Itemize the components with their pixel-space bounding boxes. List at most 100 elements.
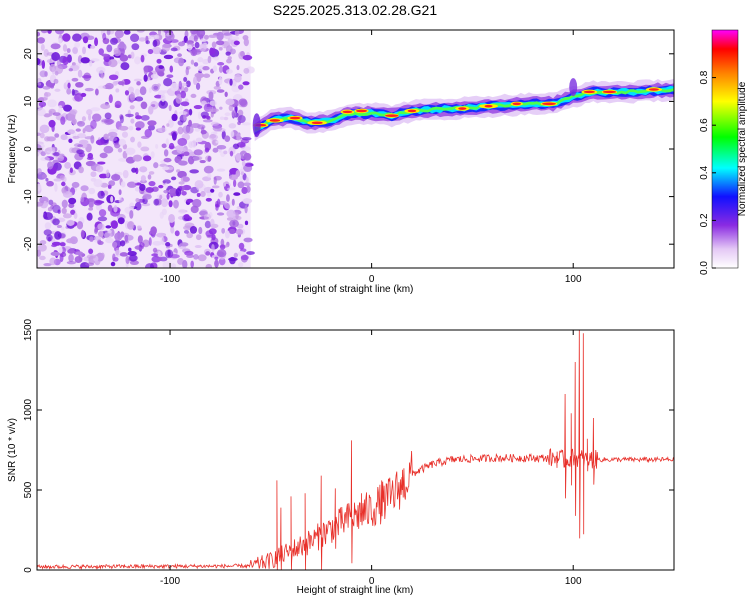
noise-blob	[69, 167, 73, 174]
noise-blob	[190, 59, 195, 65]
ridge-peak	[407, 109, 417, 113]
noise-blob	[75, 128, 81, 132]
noise-blob	[153, 198, 160, 206]
y-tick-label: -20	[23, 237, 34, 252]
ridge-onset	[252, 113, 261, 138]
noise-blob	[203, 213, 211, 221]
noise-blob	[192, 198, 202, 208]
noise-blob	[48, 110, 53, 117]
noise-blob	[135, 198, 140, 203]
noise-blob	[218, 65, 224, 73]
noise-blob	[74, 42, 81, 48]
noise-blob	[37, 243, 47, 252]
noise-blob	[52, 112, 61, 116]
noise-blob	[78, 166, 84, 174]
noise-blob	[202, 58, 210, 65]
noise-blob	[63, 104, 72, 112]
noise-blob	[245, 176, 249, 184]
noise-blob	[238, 262, 244, 268]
noise-blob	[86, 109, 93, 116]
noise-blob	[140, 135, 150, 139]
noise-blob	[223, 116, 229, 121]
noise-blob	[196, 192, 201, 198]
noise-blob	[119, 252, 129, 257]
noise-blob	[218, 76, 223, 86]
noise-blob	[161, 43, 171, 52]
noise-blob	[110, 220, 118, 229]
noise-blob	[130, 51, 135, 59]
noise-blob	[163, 78, 173, 87]
noise-blob	[37, 168, 42, 175]
noise-blob	[66, 88, 72, 95]
noise-blob	[235, 228, 244, 235]
noise-blob	[40, 151, 46, 157]
noise-blob	[240, 171, 245, 176]
y-tick-label: -10	[23, 189, 34, 204]
noise-blob	[216, 168, 226, 172]
noise-blob	[54, 65, 64, 75]
noise-blob	[216, 198, 221, 208]
noise-blob	[40, 43, 45, 51]
noise-blob	[93, 179, 103, 188]
noise-blob	[127, 251, 137, 257]
noise-blob	[108, 94, 113, 104]
noise-blob	[43, 229, 52, 236]
noise-blob	[102, 32, 107, 41]
noise-blob	[169, 187, 178, 197]
snr-ylabel: SNR (10 * v/v)	[7, 418, 18, 482]
noise-blob	[183, 77, 188, 82]
noise-blob	[169, 65, 174, 73]
noise-blob	[63, 189, 67, 193]
noise-blob	[162, 166, 170, 171]
noise-blob	[203, 165, 214, 174]
noise-blob	[73, 212, 78, 219]
noise-blob	[139, 86, 147, 96]
noise-blob	[171, 113, 178, 122]
y-tick-label: 0	[23, 567, 34, 573]
noise-blob	[97, 190, 105, 199]
noise-blob	[191, 139, 197, 148]
noise-blob	[75, 251, 84, 256]
noise-blob	[176, 147, 187, 154]
noise-blob	[159, 163, 167, 168]
noise-blob	[186, 198, 194, 203]
noise-blob	[197, 57, 204, 63]
ridge-peak	[602, 90, 617, 94]
noise-blob	[119, 54, 129, 62]
colorbar-tick-label: 0.0	[699, 261, 710, 275]
noise-blob	[195, 137, 203, 143]
noise-blob	[189, 225, 198, 234]
noise-blob	[110, 261, 116, 267]
noise-blob	[95, 139, 105, 146]
noise-blob	[234, 73, 242, 83]
noise-blob	[85, 262, 95, 267]
noise-blob	[212, 147, 219, 153]
noise-blob	[66, 260, 77, 265]
noise-blob	[188, 108, 193, 116]
noise-blob	[182, 125, 191, 134]
noise-blob	[93, 199, 103, 206]
colorbar-ticks: 0.0 0.2 0.4 0.6 0.8	[699, 70, 716, 275]
noise-blob	[86, 212, 93, 221]
noise-blob	[115, 88, 120, 93]
noise-blob	[97, 223, 105, 231]
noise-blob	[166, 32, 170, 37]
noise-blob	[108, 180, 116, 187]
noise-blob	[114, 232, 123, 241]
noise-blob	[51, 52, 61, 61]
noise-blob	[125, 255, 130, 265]
noise-blob	[131, 167, 137, 173]
noise-blob	[148, 237, 152, 246]
noise-blob	[54, 30, 65, 35]
x-tick-label: 0	[369, 274, 375, 285]
noise-blob	[166, 193, 170, 200]
noise-blob	[122, 169, 129, 179]
noise-blob	[138, 37, 146, 42]
noise-blob	[88, 207, 94, 211]
noise-blob	[170, 225, 175, 234]
noise-blob	[193, 104, 203, 110]
noise-blob	[157, 71, 165, 77]
noise-blob	[117, 81, 125, 86]
noise-blob	[72, 135, 80, 139]
